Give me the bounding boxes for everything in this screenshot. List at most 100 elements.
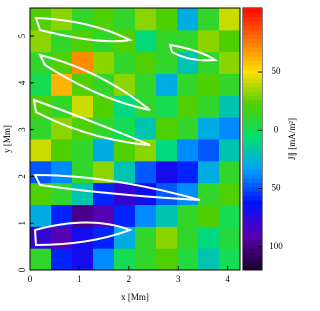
x-tick-label: 4 [225,274,230,284]
heatmap-cell [72,139,94,162]
heatmap-cell [51,117,73,140]
colorbar-tick-label: 100 [269,241,283,251]
heatmap-cell [72,29,94,53]
heatmap-cell [198,8,220,31]
heatmap-cell [219,8,241,31]
contour [34,16,134,43]
heatmap-cell [114,73,136,96]
heatmap-cell [30,73,52,96]
heatmap-cell [30,29,52,53]
heatmap-cell [156,226,178,249]
heatmap-cell [198,117,220,140]
y-tick-label: 2 [17,174,27,179]
heatmap-cell [93,204,115,227]
colorbar-swatch [243,261,262,267]
colorbar-swatch [243,117,262,123]
colorbar-swatch [243,73,262,79]
heatmap-cell [135,51,157,74]
colorbar-swatch [243,104,262,109]
colorbar-swatch [243,8,262,13]
heatmap-cell [72,182,94,205]
contour [32,98,151,146]
contour [38,53,151,111]
colorbar-swatch [243,77,262,83]
heatmap-cell [93,73,115,96]
heatmap-cell [30,182,52,205]
heatmap-cell [156,160,178,184]
colorbar-swatch [243,165,262,171]
contour [168,43,218,62]
colorbar-swatch [243,191,262,197]
heatmap-cell [30,139,52,162]
heatmap-cell [93,117,115,140]
heatmap-cell [177,226,199,249]
colorbar-swatch [243,173,262,179]
heatmap-cell [72,248,94,271]
heatmap-cell [72,73,94,96]
heatmap-cell [135,248,157,271]
heatmap-cell [114,8,136,31]
heatmap-cell [30,248,52,271]
heatmap-cell [156,95,178,118]
colorbar-swatch [243,156,262,162]
colorbar-swatch [243,230,262,236]
y-tick-label: 4 [17,80,27,85]
colorbar-swatch [243,25,262,31]
heatmap-cell [114,160,136,184]
colorbar-swatch [243,235,262,240]
colorbar-swatch [243,143,262,149]
y-tick-label: 3 [17,127,27,132]
heatmap-cell [177,8,199,31]
colorbar-swatch [243,29,262,35]
colorbar-tick-label: 50 [272,66,282,76]
x-tick-label: 0 [28,274,33,284]
colorbar-swatch [243,213,262,219]
colorbar-swatch [243,34,262,40]
colorbar-swatch [243,139,262,144]
heatmap-cell [219,51,241,74]
colorbar-swatch [243,12,262,18]
colorbar-swatch [243,86,262,92]
colorbar-swatch [243,90,262,96]
heatmap-cell [198,51,220,74]
colorbar-swatch [243,160,262,166]
colorbar-swatch [243,178,262,184]
heatmap-cell [219,73,241,96]
y-tick-label: 1 [17,221,27,226]
heatmap-cell [114,139,136,162]
colorbar-swatch [243,38,262,44]
heatmap-cell [51,248,73,271]
heatmap-cell [177,248,199,271]
heatmap-cell [114,226,136,249]
colorbar-swatch [243,82,262,88]
x-tick-label: 2 [127,274,132,284]
colorbar-swatch [243,169,262,175]
heatmap-cell [177,204,199,227]
heatmap-cell [135,226,157,249]
colorbar-label: J∥ [mA/m²] [287,118,297,160]
x-tick-label: 3 [176,274,181,284]
contour [33,173,201,201]
colorbar-swatch [243,217,262,223]
colorbar-swatch [243,121,262,127]
colorbar-swatch [243,221,262,227]
heatmap-cell [51,51,73,74]
heatmap-cell [72,226,94,249]
heatmap-cell [72,8,94,31]
heatmap-cell [51,204,73,227]
heatmap-cell [114,51,136,74]
colorbar-swatch [243,108,262,114]
heatmap-cell [198,29,220,53]
heatmap-cell [156,29,178,53]
heatmap-cell [93,95,115,118]
colorbar-swatch [243,95,262,101]
colorbar-swatch [243,208,262,214]
heatmap-cell [198,73,220,96]
heatmap-cell [93,160,115,184]
heatmap [30,8,241,271]
heatmap-cell [156,8,178,31]
heatmap-cell [219,182,241,205]
colorbar-swatch [243,200,262,205]
heatmap-cell [156,73,178,96]
heatmap-cell [198,95,220,118]
